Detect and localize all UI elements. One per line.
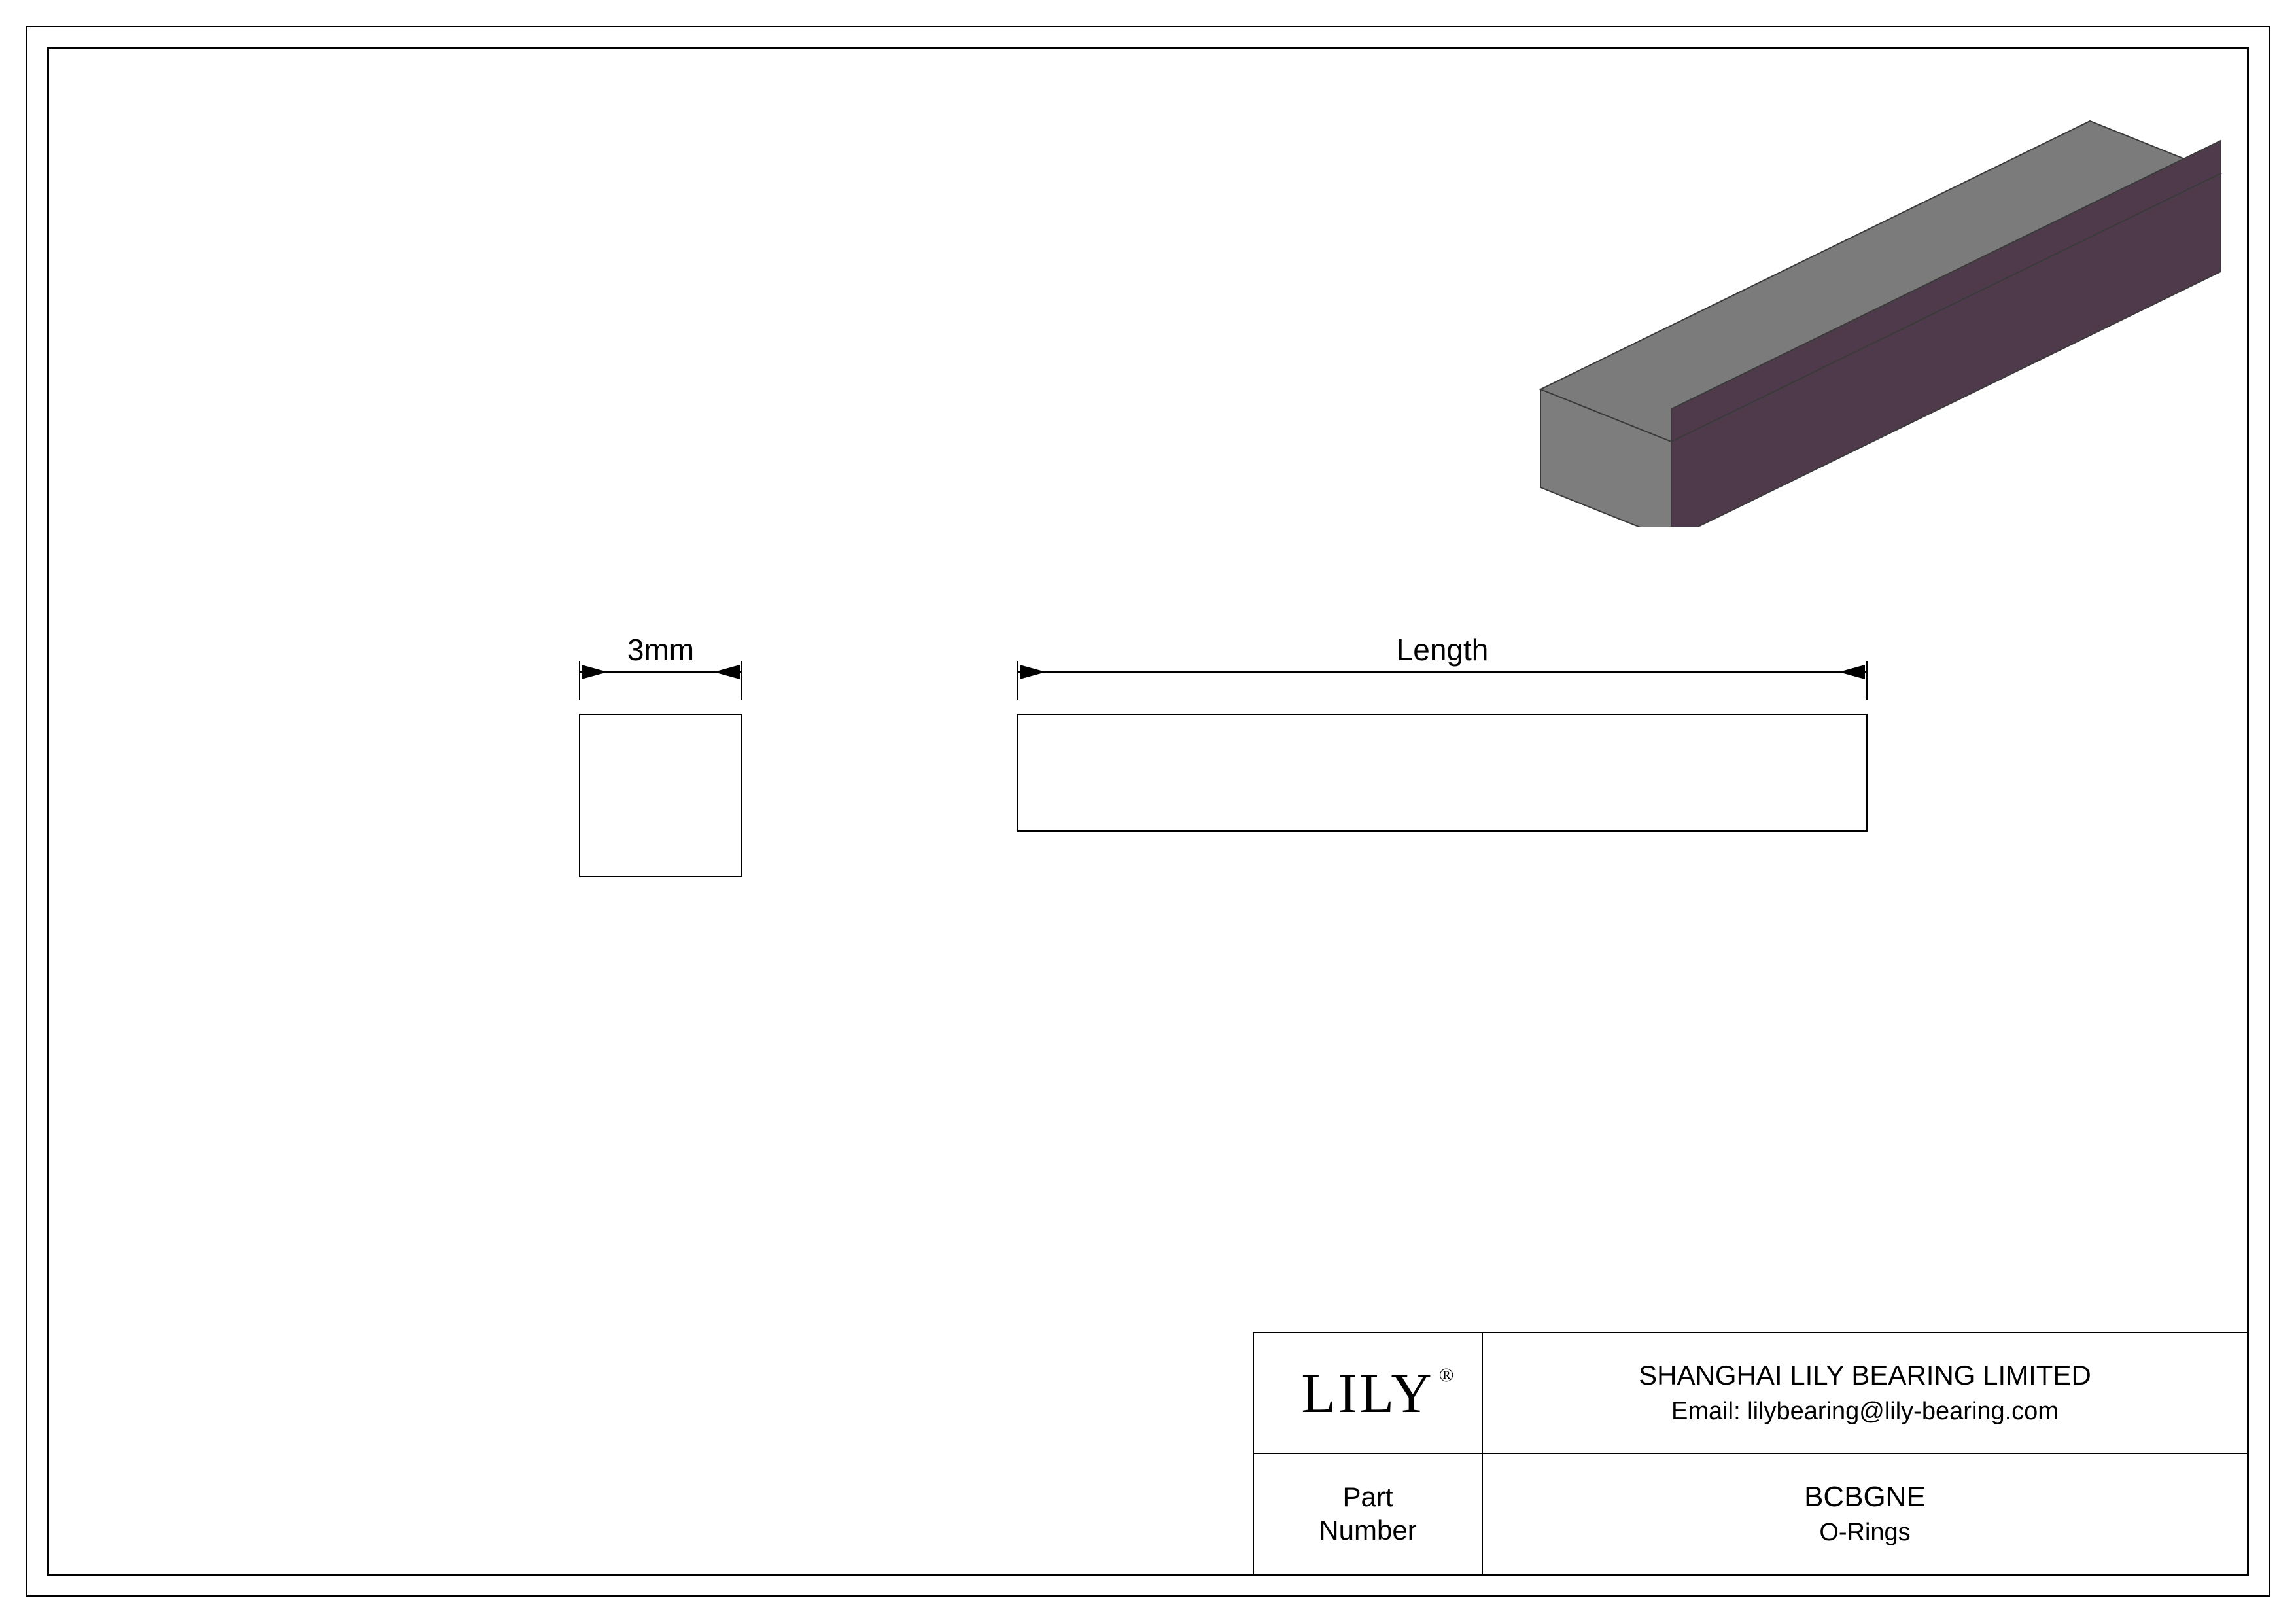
company-name: SHANGHAI LILY BEARING LIMITED: [1639, 1360, 2091, 1391]
cross-section-square: [579, 714, 742, 877]
logo-text: LILY ®: [1301, 1360, 1434, 1426]
dim-arrow-right-2: [1839, 665, 1865, 679]
part-label-cell: Part Number: [1254, 1454, 1483, 1574]
company-cell: SHANGHAI LILY BEARING LIMITED Email: lil…: [1483, 1333, 2247, 1453]
part-label-line2: Number: [1319, 1514, 1416, 1547]
dim-ext-right: [741, 661, 742, 700]
dim-ext-left: [579, 661, 580, 700]
outer-frame: 3mm Length: [26, 26, 2270, 1597]
dim-arrow-left-2: [1020, 665, 1046, 679]
logo-registered: ®: [1439, 1364, 1457, 1386]
isometric-bar: [1462, 101, 2247, 527]
dim-line-2: [1018, 671, 1866, 673]
length-rectangle: [1017, 714, 1868, 832]
isometric-bar-svg: [1462, 101, 2247, 527]
dim-arrow-left: [582, 665, 608, 679]
dim-ext-right-2: [1866, 661, 1868, 700]
part-number: BCBGNE: [1804, 1481, 1926, 1513]
dim-arrow-right: [714, 665, 740, 679]
logo-cell: LILY ®: [1254, 1333, 1483, 1453]
inner-frame: 3mm Length: [47, 47, 2249, 1576]
company-email: Email: lilybearing@lily-bearing.com: [1671, 1398, 2059, 1426]
part-description: O-Rings: [1819, 1519, 1910, 1547]
part-info-cell: BCBGNE O-Rings: [1483, 1454, 2247, 1574]
part-label-line1: Part: [1342, 1481, 1393, 1513]
title-block: LILY ® SHANGHAI LILY BEARING LIMITED Ema…: [1253, 1332, 2247, 1574]
title-block-row-2: Part Number BCBGNE O-Rings: [1254, 1454, 2247, 1574]
logo: LILY: [1301, 1362, 1434, 1424]
length-dim-label: Length: [1397, 632, 1489, 667]
title-block-row-1: LILY ® SHANGHAI LILY BEARING LIMITED Ema…: [1254, 1333, 2247, 1454]
dim-ext-left-2: [1017, 661, 1018, 700]
cross-section-dim-label: 3mm: [627, 632, 694, 667]
drawing-page: 3mm Length: [0, 0, 2296, 1624]
